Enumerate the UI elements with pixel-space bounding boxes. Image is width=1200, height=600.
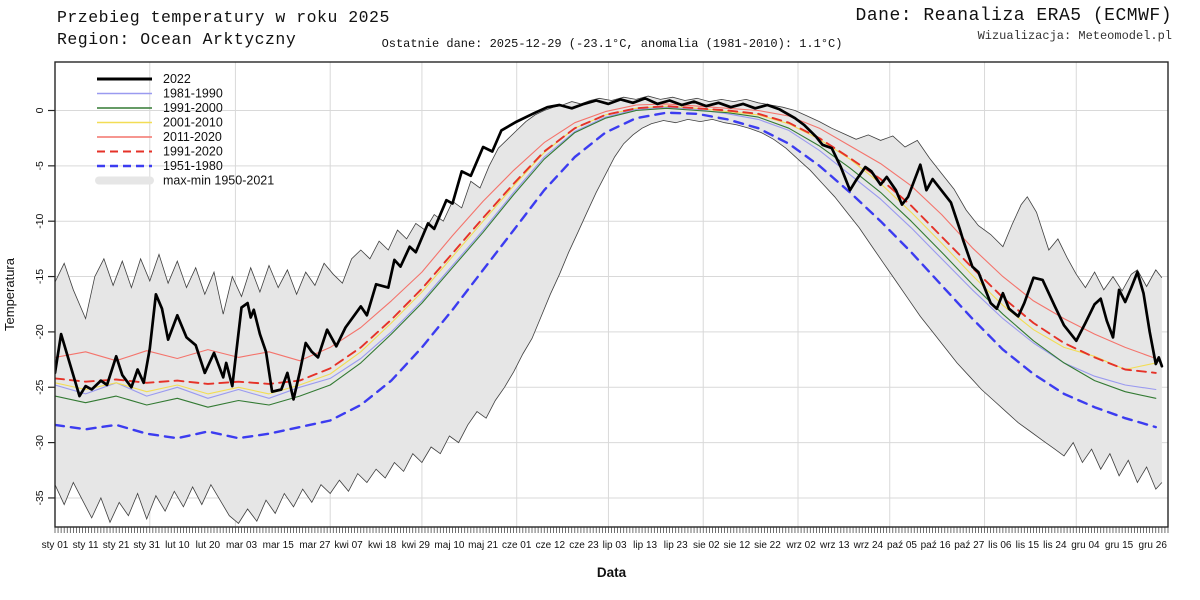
- x-tick-label: cze 23: [569, 540, 599, 551]
- x-tick-label: paź 16: [921, 540, 951, 551]
- legend: 20221981-19901991-20002001-20102011-2020…: [95, 72, 274, 188]
- y-tick-label: -10: [34, 213, 46, 228]
- x-tick-label: mar 03: [226, 540, 258, 551]
- page-title: Przebieg temperatury w roku 2025: [57, 8, 390, 27]
- x-tick-label: sie 12: [724, 540, 751, 551]
- x-tick-label: wrz 02: [785, 540, 816, 551]
- x-tick-label: maj 21: [468, 540, 498, 551]
- legend-label: 1951-1980: [163, 159, 223, 173]
- x-tick-label: kwi 18: [368, 540, 397, 551]
- header-right: Dane: Reanaliza ERA5 (ECMWF) Wizualizacj…: [856, 5, 1172, 43]
- legend-item-max-min 1950-2021: max-min 1950-2021: [95, 174, 274, 188]
- x-tick-label: lis 06: [988, 540, 1012, 551]
- x-tick-label: sie 02: [693, 540, 720, 551]
- x-tick-label: lip 23: [664, 540, 688, 551]
- series-2001-2010: [55, 105, 1157, 395]
- legend-label: 1991-2000: [163, 101, 223, 115]
- x-tick-label: gru 04: [1071, 540, 1100, 551]
- x-tick-label: lip 03: [603, 540, 627, 551]
- x-tick-label: kwi 07: [334, 540, 363, 551]
- legend-label: 2011-2020: [163, 130, 222, 144]
- region-subtitle: Region: Ocean Arktyczny: [57, 30, 297, 49]
- legend-item-2011-2020: 2011-2020: [97, 130, 222, 144]
- y-tick-label: -25: [34, 380, 46, 395]
- header-left: Przebieg temperatury w roku 2025 Region:…: [57, 7, 390, 51]
- x-tick-label: maj 10: [434, 540, 464, 551]
- legend-item-1991-2020: 1991-2020: [97, 145, 223, 159]
- legend-item-1951-1980: 1951-1980: [97, 159, 223, 173]
- x-tick-label: cze 12: [536, 540, 566, 551]
- data-source-label: Dane: Reanaliza ERA5 (ECMWF): [855, 6, 1172, 26]
- x-tick-label: lis 15: [1016, 540, 1040, 551]
- x-tick-label: gru 26: [1139, 540, 1168, 551]
- last-data-annotation: Ostatnie dane: 2025-12-29 (-23.1°C, anom…: [381, 37, 843, 51]
- legend-label: 1991-2020: [163, 145, 223, 159]
- series-2022: [55, 96, 1164, 401]
- x-tick-label: sty 11: [73, 540, 99, 551]
- legend-label: max-min 1950-2021: [163, 174, 274, 188]
- series-1991-2020: [55, 105, 1157, 385]
- x-tick-label: sty 01: [42, 540, 69, 551]
- x-tick-label: wrz 24: [853, 540, 884, 551]
- y-tick-label: 0: [34, 107, 46, 113]
- y-tick-label: -15: [34, 269, 46, 284]
- legend-item-2001-2010: 2001-2010: [97, 116, 223, 130]
- y-tick-label: -5: [34, 161, 46, 170]
- visualization-credit: Wizualizacja: Meteomodel.pl: [977, 29, 1172, 43]
- x-tick-label: mar 15: [263, 540, 295, 551]
- series-2011-2020: [55, 103, 1157, 362]
- x-tick-label: lis 24: [1043, 540, 1067, 551]
- x-axis-title: Data: [597, 565, 627, 580]
- x-tick-label: kwi 29: [402, 540, 431, 551]
- legend-label: 1981-1990: [163, 87, 223, 101]
- series-1991-2000: [55, 107, 1157, 408]
- x-tick-label: paź 27: [954, 540, 984, 551]
- x-tick-label: cze 01: [502, 540, 532, 551]
- x-tick-label: sty 21: [103, 540, 130, 551]
- legend-item-2022: 2022: [97, 72, 191, 86]
- x-tick-label: lut 20: [196, 540, 221, 551]
- x-tick-label: wrz 13: [819, 540, 850, 551]
- x-tick-label: paź 05: [887, 540, 917, 551]
- x-tick-label: sty 31: [133, 540, 160, 551]
- y-tick-label: -30: [34, 435, 46, 450]
- y-tick-label: -35: [34, 490, 46, 505]
- x-tick-label: sie 22: [754, 540, 781, 551]
- x-tick-label: lip 13: [633, 540, 657, 551]
- y-axis-title: Temperatura: [2, 257, 17, 331]
- x-tick-label: lut 10: [165, 540, 190, 551]
- legend-item-1981-1990: 1981-1990: [97, 87, 223, 101]
- legend-label: 2022: [163, 72, 191, 86]
- y-tick-label: -20: [34, 324, 46, 339]
- series-1981-1990: [55, 106, 1157, 399]
- legend-item-1991-2000: 1991-2000: [97, 101, 223, 115]
- x-tick-label: mar 27: [299, 540, 331, 551]
- series-1951-1980: [55, 111, 1158, 440]
- legend-label: 2001-2010: [163, 116, 223, 130]
- series-lines: [55, 96, 1164, 440]
- x-tick-label: gru 15: [1105, 540, 1134, 551]
